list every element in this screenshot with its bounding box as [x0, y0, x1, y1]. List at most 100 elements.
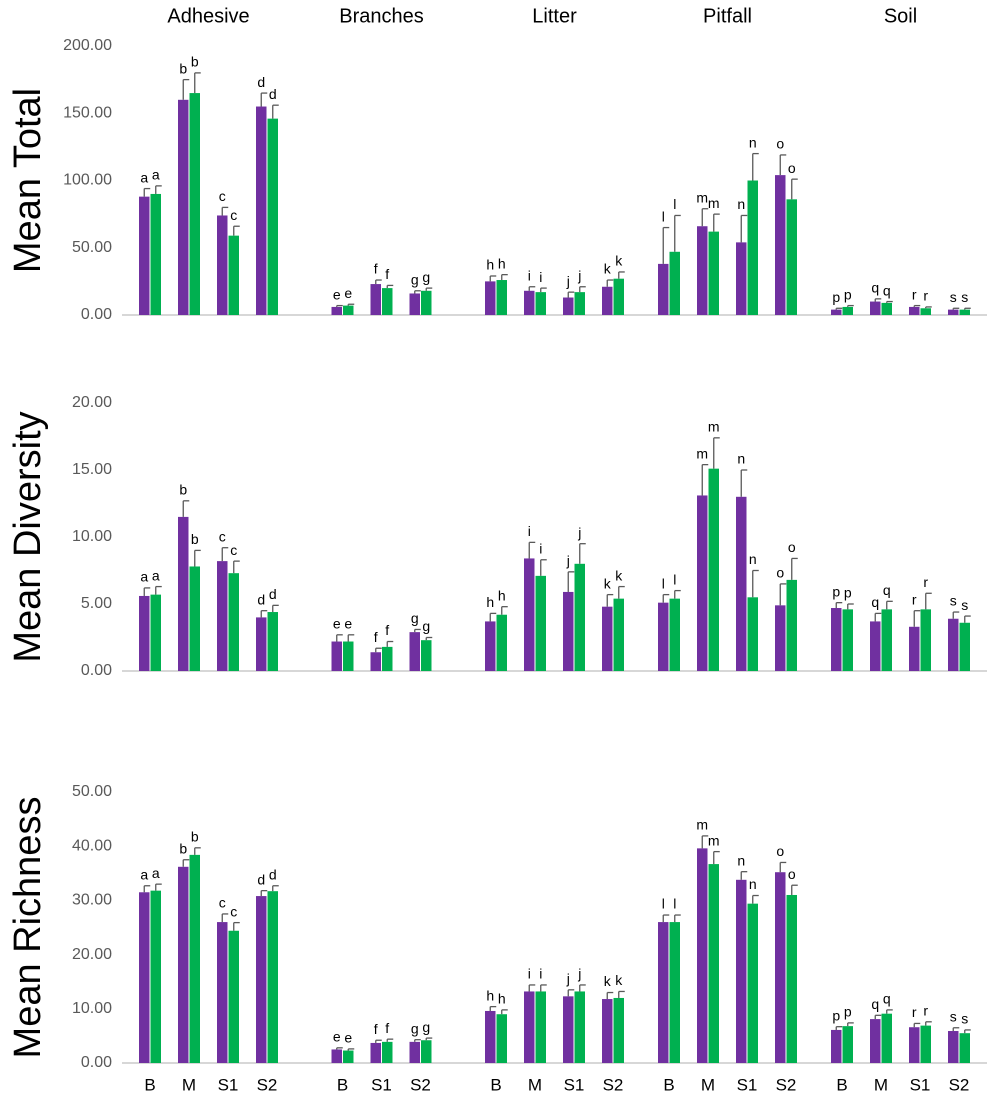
bar: [948, 309, 959, 315]
group-title: Pitfall: [703, 5, 752, 27]
bar: [535, 991, 546, 1063]
bar: [909, 626, 920, 671]
bar-annotation: f: [374, 629, 378, 645]
bar-annotation: h: [498, 991, 506, 1007]
bar-annotation: i: [528, 267, 531, 283]
bar-annotation: l: [673, 571, 676, 587]
bar-annotation: j: [566, 971, 570, 987]
y-tick-label: 150.00: [63, 104, 112, 121]
bar: [150, 594, 161, 671]
bar: [881, 302, 892, 315]
bar-annotation: m: [708, 195, 720, 211]
x-tick-label: B: [490, 1075, 501, 1094]
bar: [920, 609, 931, 671]
bar-annotation: g: [411, 1020, 419, 1036]
bar-annotation: b: [191, 54, 199, 70]
y-tick-label: 20.00: [72, 394, 112, 411]
bar: [658, 602, 669, 671]
bar-annotation: q: [871, 996, 879, 1012]
bar: [870, 301, 881, 315]
bar-annotation: j: [566, 273, 570, 289]
bar-annotation: k: [615, 567, 623, 583]
x-tick-label: S1: [910, 1075, 931, 1094]
bar-annotation: a: [140, 866, 148, 882]
y-tick-label: 20.00: [72, 946, 112, 963]
bar-annotation: s: [950, 593, 957, 609]
bar-annotation: c: [230, 542, 237, 558]
x-tick-label: S1: [218, 1075, 239, 1094]
bar: [485, 1010, 496, 1063]
bar-annotation: a: [152, 865, 160, 881]
bar-annotation: l: [673, 896, 676, 912]
bar: [189, 566, 200, 671]
y-tick-label: 10.00: [72, 1000, 112, 1017]
bar-annotation: g: [411, 271, 419, 287]
bar: [485, 621, 496, 671]
bar: [563, 297, 574, 315]
bar: [228, 573, 239, 671]
bar-annotation: k: [615, 972, 623, 988]
bar-annotation: b: [179, 482, 187, 498]
y-tick-label: 50.00: [72, 783, 112, 800]
x-tick-label: M: [874, 1075, 888, 1094]
bar-annotation: g: [422, 269, 430, 285]
bar: [217, 922, 228, 1063]
bar-annotation: p: [832, 1007, 840, 1023]
bar-annotation: f: [385, 266, 389, 282]
bar-annotation: o: [776, 843, 784, 859]
bar: [736, 879, 747, 1063]
y-tick-label: 15.00: [72, 461, 112, 478]
bar-annotation: e: [344, 616, 352, 632]
bar-annotation: h: [486, 594, 494, 610]
x-tick-label: M: [701, 1075, 715, 1094]
bar-annotation: a: [140, 169, 148, 185]
bar: [747, 597, 758, 671]
y-tick-label: 10.00: [72, 528, 112, 545]
bar-annotation: q: [871, 594, 879, 610]
bar-annotation: p: [844, 1004, 852, 1020]
bar-annotation: n: [749, 876, 757, 892]
bar: [747, 180, 758, 315]
bar: [842, 1026, 853, 1063]
bar: [574, 292, 585, 315]
bar: [485, 281, 496, 315]
bar: [602, 999, 613, 1063]
bar-annotation: k: [604, 261, 612, 277]
bar-annotation: e: [344, 1030, 352, 1046]
bar-annotation: h: [498, 255, 506, 271]
bar-annotation: s: [950, 289, 957, 305]
y-tick-label: 0.00: [81, 662, 112, 679]
bar-annotation: i: [539, 540, 542, 556]
bar: [382, 288, 393, 315]
bar-annotation: k: [615, 253, 623, 269]
bar: [496, 1014, 507, 1063]
bar-annotation: r: [923, 574, 928, 590]
bar: [331, 641, 342, 671]
bar-annotation: l: [673, 196, 676, 212]
bar-annotation: h: [498, 587, 506, 603]
bar-annotation: j: [566, 553, 570, 569]
bar-annotation: n: [749, 551, 757, 567]
bar-annotation: l: [662, 208, 665, 224]
bar-annotation: n: [737, 451, 745, 467]
bar: [563, 996, 574, 1063]
bar: [909, 1027, 920, 1063]
group-title: Soil: [884, 5, 917, 27]
bar: [574, 563, 585, 671]
bar-annotation: c: [230, 207, 237, 223]
bar: [842, 306, 853, 315]
x-tick-label: S1: [564, 1075, 585, 1094]
x-tick-label: S2: [949, 1075, 970, 1094]
bar-annotation: a: [140, 569, 148, 585]
bar: [267, 612, 278, 671]
bar: [409, 1041, 420, 1063]
bar-annotation: b: [191, 829, 199, 845]
bar-annotation: s: [950, 1008, 957, 1024]
bar-annotation: k: [604, 575, 612, 591]
y-axis-label: Mean Total: [7, 88, 49, 273]
bar: [870, 621, 881, 671]
bar: [842, 609, 853, 671]
bar: [708, 864, 719, 1063]
bar: [139, 595, 150, 671]
bar-annotation: q: [871, 280, 879, 296]
